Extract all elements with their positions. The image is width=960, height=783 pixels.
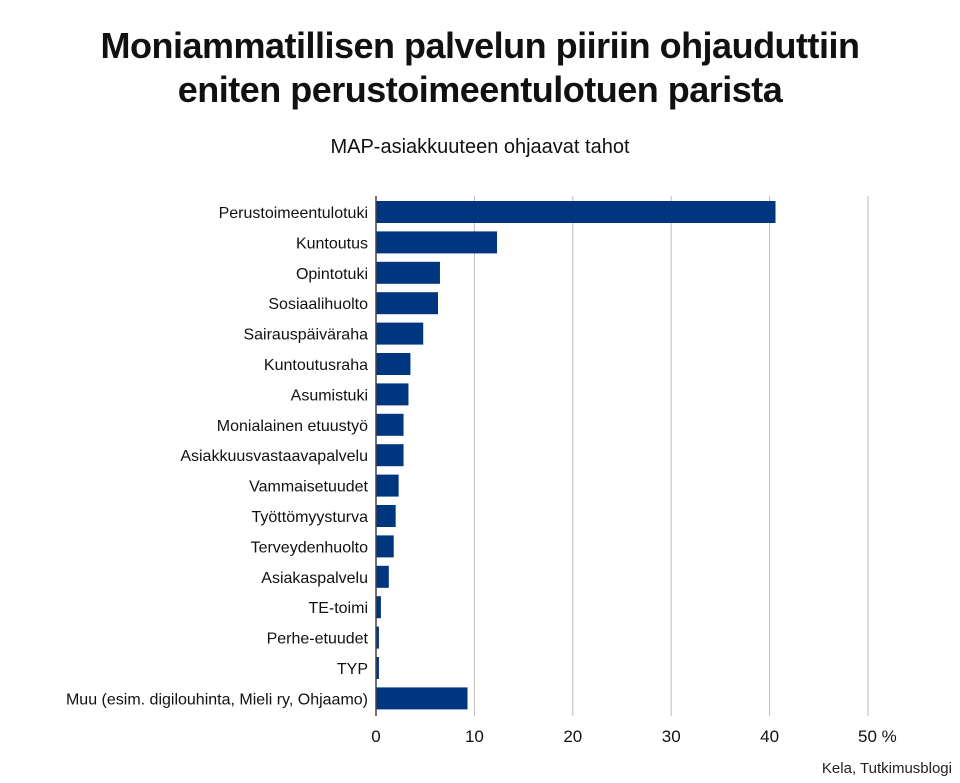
chart-title: Moniammatillisen palvelun piiriin ohjaud… <box>0 24 960 112</box>
chart-subtitle: MAP-asiakkuuteen ohjaavat tahot <box>330 136 630 158</box>
bar <box>376 444 404 467</box>
bar <box>376 505 396 527</box>
bar <box>376 626 379 649</box>
bar <box>376 383 409 406</box>
category-label: Asiakaspalvelu <box>261 570 368 587</box>
category-label: Perhe-etuudet <box>267 631 369 648</box>
category-label: Työttömyysturva <box>252 509 369 526</box>
bar <box>376 201 776 223</box>
bar <box>376 596 381 619</box>
x-tick-label: 20 <box>563 727 582 746</box>
bar <box>376 292 438 315</box>
bar-chart: Perustoimeentulotuki Kuntoutus Opintotuki S… <box>66 196 897 746</box>
source-credit: Kela, Tutkimusblogi <box>821 760 952 777</box>
category-label: Monialainen etuustyö <box>217 418 368 435</box>
category-label: TYP <box>337 661 368 678</box>
category-label: Terveydenhuolto <box>251 539 369 556</box>
x-tick-label: 30 <box>662 727 681 746</box>
bar <box>376 687 468 710</box>
bar <box>376 322 424 345</box>
category-label: Perustoimeentulotuki <box>219 205 368 222</box>
x-tick-label: 50 % <box>858 727 897 746</box>
bar <box>376 261 440 284</box>
bar <box>376 565 389 588</box>
bar <box>376 413 404 436</box>
bar <box>376 657 379 679</box>
category-label: Muu (esim. digilouhinta, Mieli ry, Ohjaa… <box>66 691 368 708</box>
category-label: Kuntoutusraha <box>264 357 368 374</box>
category-label: Sairauspäiväraha <box>243 327 368 344</box>
chart-title-line2: eniten perustoimeentulotuen parista <box>177 69 783 110</box>
bar <box>376 231 498 254</box>
bar <box>376 353 411 375</box>
category-label: Sosiaalihuolto <box>268 296 368 313</box>
category-label: Kuntoutus <box>296 235 368 252</box>
category-label: Asiakkuusvastaavapalvelu <box>180 448 368 465</box>
category-label: Asumistuki <box>291 387 368 404</box>
bar <box>376 535 394 558</box>
category-label: Vammaisetuudet <box>249 479 368 496</box>
category-label: TE-toimi <box>308 600 368 617</box>
chart-title-line1: Moniammatillisen palvelun piiriin ohjaud… <box>100 25 860 66</box>
category-label: Opintotuki <box>296 266 368 283</box>
x-tick-label: 0 <box>371 727 380 746</box>
x-tick-label: 40 <box>760 727 779 746</box>
x-tick-label: 10 <box>465 727 484 746</box>
bar <box>376 474 399 497</box>
